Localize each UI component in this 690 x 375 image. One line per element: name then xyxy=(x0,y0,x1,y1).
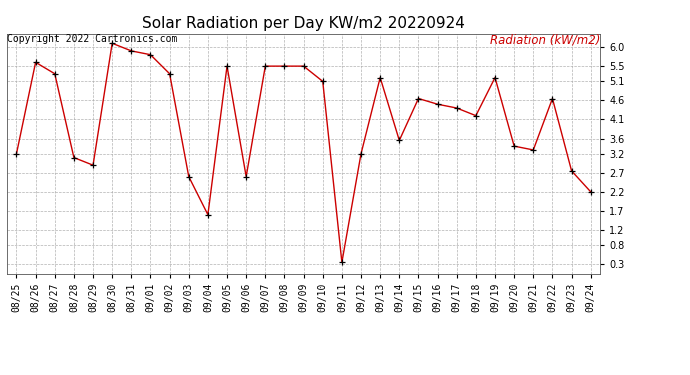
Text: Radiation (kW/m2): Radiation (kW/m2) xyxy=(490,34,600,47)
Text: Copyright 2022 Cartronics.com: Copyright 2022 Cartronics.com xyxy=(7,34,177,44)
Title: Solar Radiation per Day KW/m2 20220924: Solar Radiation per Day KW/m2 20220924 xyxy=(142,16,465,31)
